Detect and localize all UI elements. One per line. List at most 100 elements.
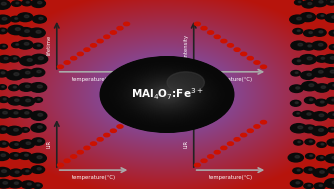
Circle shape bbox=[208, 31, 214, 34]
Circle shape bbox=[333, 169, 334, 170]
Circle shape bbox=[77, 150, 83, 154]
Circle shape bbox=[108, 61, 226, 128]
Circle shape bbox=[12, 1, 21, 6]
Text: lifetime: lifetime bbox=[47, 35, 52, 56]
Circle shape bbox=[322, 68, 334, 77]
Circle shape bbox=[77, 52, 83, 56]
Circle shape bbox=[120, 68, 215, 122]
Circle shape bbox=[91, 44, 97, 47]
Circle shape bbox=[15, 18, 18, 19]
Circle shape bbox=[37, 45, 40, 46]
Circle shape bbox=[39, 17, 43, 20]
Circle shape bbox=[313, 169, 328, 177]
Circle shape bbox=[221, 146, 227, 150]
Circle shape bbox=[293, 29, 303, 34]
Circle shape bbox=[326, 0, 334, 5]
Circle shape bbox=[302, 43, 315, 50]
Circle shape bbox=[118, 67, 216, 122]
Circle shape bbox=[125, 71, 209, 118]
Circle shape bbox=[120, 68, 214, 121]
Circle shape bbox=[0, 109, 11, 118]
Circle shape bbox=[15, 28, 20, 30]
Circle shape bbox=[37, 156, 42, 159]
Circle shape bbox=[221, 39, 227, 43]
Circle shape bbox=[300, 13, 316, 22]
Circle shape bbox=[36, 30, 41, 33]
Circle shape bbox=[307, 57, 312, 60]
Circle shape bbox=[162, 92, 172, 97]
Circle shape bbox=[214, 150, 220, 154]
Circle shape bbox=[307, 15, 312, 18]
Circle shape bbox=[140, 79, 195, 110]
Circle shape bbox=[104, 133, 110, 137]
Circle shape bbox=[331, 1, 334, 2]
Circle shape bbox=[301, 71, 315, 79]
Circle shape bbox=[124, 22, 130, 26]
Circle shape bbox=[0, 44, 7, 49]
Circle shape bbox=[247, 129, 253, 132]
Circle shape bbox=[31, 0, 45, 7]
Circle shape bbox=[21, 169, 31, 174]
Text: intensity: intensity bbox=[184, 34, 189, 57]
Circle shape bbox=[288, 153, 303, 162]
Circle shape bbox=[9, 169, 22, 177]
Circle shape bbox=[29, 28, 45, 37]
Circle shape bbox=[37, 70, 41, 73]
Circle shape bbox=[317, 142, 326, 147]
Circle shape bbox=[311, 126, 328, 136]
Circle shape bbox=[317, 156, 325, 160]
Circle shape bbox=[126, 71, 208, 118]
Circle shape bbox=[91, 142, 97, 145]
Circle shape bbox=[319, 114, 324, 117]
Circle shape bbox=[20, 56, 36, 66]
Circle shape bbox=[153, 86, 181, 102]
Circle shape bbox=[14, 182, 19, 184]
Circle shape bbox=[307, 73, 311, 76]
Circle shape bbox=[308, 45, 312, 47]
Circle shape bbox=[315, 84, 329, 92]
Circle shape bbox=[124, 70, 210, 119]
Circle shape bbox=[0, 141, 9, 147]
Circle shape bbox=[38, 140, 41, 142]
Circle shape bbox=[305, 139, 315, 145]
Circle shape bbox=[2, 128, 6, 130]
Circle shape bbox=[64, 159, 70, 163]
Circle shape bbox=[1, 2, 6, 5]
Circle shape bbox=[150, 85, 184, 104]
Circle shape bbox=[310, 99, 313, 101]
Circle shape bbox=[234, 48, 240, 51]
Circle shape bbox=[332, 156, 334, 159]
Circle shape bbox=[14, 112, 18, 114]
Circle shape bbox=[301, 111, 315, 119]
Circle shape bbox=[312, 68, 327, 77]
Circle shape bbox=[320, 157, 323, 158]
Circle shape bbox=[148, 84, 186, 105]
Circle shape bbox=[109, 61, 225, 128]
Circle shape bbox=[297, 30, 300, 32]
Circle shape bbox=[31, 54, 48, 64]
Circle shape bbox=[160, 90, 174, 99]
Text: temperature(°C): temperature(°C) bbox=[71, 77, 116, 81]
Circle shape bbox=[130, 74, 204, 115]
Circle shape bbox=[27, 59, 32, 61]
Circle shape bbox=[17, 13, 33, 22]
Circle shape bbox=[307, 113, 311, 115]
Circle shape bbox=[161, 91, 173, 98]
Circle shape bbox=[234, 138, 240, 141]
Circle shape bbox=[321, 15, 324, 16]
Circle shape bbox=[328, 112, 334, 119]
Circle shape bbox=[0, 167, 10, 177]
Circle shape bbox=[318, 43, 323, 46]
Circle shape bbox=[57, 65, 63, 68]
Circle shape bbox=[134, 76, 200, 113]
Circle shape bbox=[25, 129, 27, 130]
Circle shape bbox=[295, 0, 303, 5]
Circle shape bbox=[314, 183, 325, 189]
Circle shape bbox=[12, 42, 21, 48]
Circle shape bbox=[332, 99, 334, 101]
Circle shape bbox=[121, 69, 213, 121]
Circle shape bbox=[144, 81, 190, 108]
Circle shape bbox=[167, 72, 204, 93]
Circle shape bbox=[309, 32, 312, 33]
Circle shape bbox=[309, 84, 314, 87]
